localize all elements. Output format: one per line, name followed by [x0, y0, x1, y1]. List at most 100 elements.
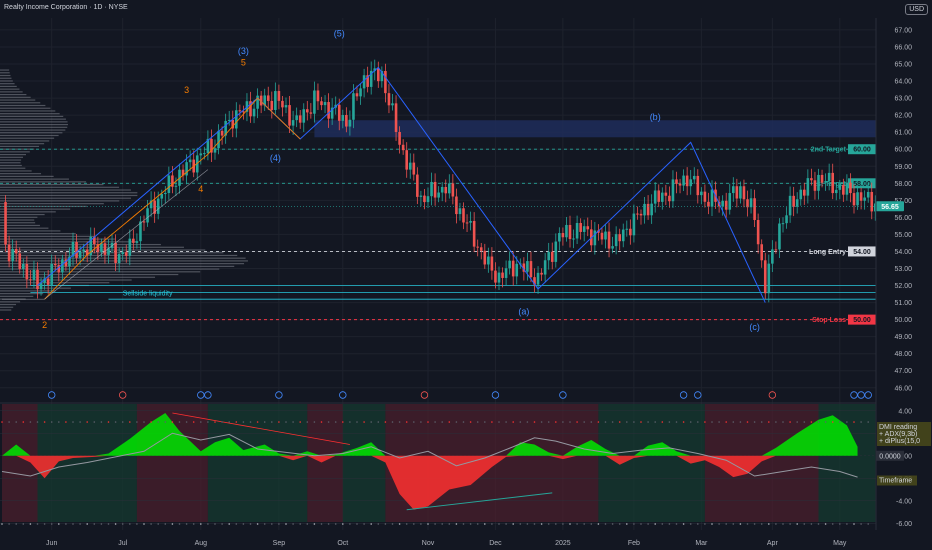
candle-body — [678, 183, 682, 186]
candle-body — [348, 119, 352, 127]
candle-body — [540, 272, 543, 275]
signal-dot — [654, 523, 656, 525]
time-tick-label: Jun — [46, 540, 57, 547]
candle-body — [646, 203, 650, 216]
signal-dot — [611, 421, 614, 423]
price-tick-label: 59.00 — [894, 164, 912, 171]
candle-body — [153, 200, 156, 214]
volume-profile-bar — [0, 230, 61, 232]
volume-profile-bar — [0, 216, 38, 218]
candle-body — [103, 243, 107, 255]
candle-body — [39, 282, 43, 290]
signal-dot — [725, 421, 727, 423]
signal-dot — [647, 523, 649, 525]
signal-dot — [143, 421, 145, 423]
time-tick-label: May — [833, 540, 847, 547]
volume-profile-bar — [0, 72, 10, 74]
volume-profile-bar — [0, 156, 24, 158]
event-marker — [339, 391, 347, 399]
signal-dot — [810, 523, 813, 525]
candle-body — [618, 234, 621, 242]
volume-profile-bar — [0, 279, 132, 281]
signal-dot — [512, 421, 514, 423]
candle-body — [661, 192, 664, 202]
signal-dot — [434, 421, 436, 423]
volume-profile-bar — [0, 238, 115, 240]
volume-profile-bar — [0, 265, 235, 267]
price-tick-label: 63.00 — [894, 96, 912, 103]
signal-dot — [285, 421, 287, 423]
wave-label: 5 — [241, 58, 246, 68]
candle-body — [547, 251, 550, 261]
signal-dot — [114, 523, 117, 525]
volume-profile-bar — [0, 268, 220, 270]
candle-body — [728, 193, 732, 210]
signal-dot — [1, 421, 3, 423]
volume-profile-bar — [0, 129, 66, 131]
candle-body — [543, 260, 547, 275]
signal-dot — [356, 421, 358, 423]
signal-dot — [739, 523, 742, 525]
signal-dot — [476, 523, 479, 525]
level-price-tag — [848, 246, 876, 257]
candle-body — [806, 178, 810, 196]
volume-profile-bar — [0, 148, 35, 150]
currency-button[interactable]: USD — [905, 4, 928, 15]
signal-dot — [697, 523, 699, 525]
candle-body — [504, 268, 508, 278]
sellside-label: Sellside liquidity — [123, 290, 173, 297]
signal-dot — [590, 523, 593, 525]
candle-body — [274, 91, 277, 110]
osc-legend-box — [877, 422, 931, 446]
signal-dot — [675, 523, 678, 525]
candle-body — [181, 169, 185, 176]
level-label: 2nd Target — [811, 147, 847, 154]
candle-body — [746, 199, 749, 208]
candle-body — [107, 248, 110, 255]
volume-profile-bar — [0, 132, 63, 134]
volume-profile-bar — [0, 159, 22, 161]
wave-label: 2 — [42, 320, 47, 330]
event-marker — [197, 391, 205, 399]
signal-dot — [760, 523, 763, 525]
volume-profile-bar — [0, 309, 12, 311]
signal-dot — [846, 523, 848, 525]
candle-body — [238, 110, 242, 112]
volume-profile-bar — [0, 113, 60, 115]
candle-body — [565, 224, 568, 238]
signal-dot — [640, 421, 642, 423]
candle-body — [636, 213, 639, 215]
signal-dot — [377, 421, 380, 423]
candle-body — [632, 213, 636, 236]
candle-body — [18, 253, 22, 269]
signal-dot — [668, 523, 671, 525]
wave-label: (4) — [270, 153, 281, 163]
signal-dot — [58, 523, 60, 525]
candle-body — [270, 100, 274, 110]
regime-band — [207, 404, 308, 522]
wave-label: 3 — [184, 85, 189, 95]
candle-body — [593, 230, 597, 246]
price-tick-label: 49.00 — [894, 334, 912, 341]
volume-profile-bar — [0, 227, 49, 229]
signal-dot — [256, 421, 259, 423]
volume-profile-bar — [0, 260, 248, 262]
divergence-line — [406, 492, 553, 511]
candle-body — [7, 244, 11, 262]
volume-profile-bar — [0, 303, 17, 306]
signal-dot — [746, 523, 749, 525]
wave-label: 4 — [198, 184, 203, 194]
time-tick-label: Sep — [273, 540, 286, 547]
signal-dot — [462, 421, 465, 423]
signal-dot — [327, 523, 330, 525]
candle-body — [316, 90, 320, 102]
candle-body — [657, 190, 661, 202]
signal-dot — [15, 523, 17, 525]
signal-dot — [93, 421, 96, 423]
price-tick-label: 55.00 — [894, 232, 912, 239]
candle-body — [501, 272, 504, 278]
candle-body — [742, 186, 746, 200]
candle-body — [164, 192, 167, 195]
level-price-label: 54.00 — [853, 249, 871, 256]
